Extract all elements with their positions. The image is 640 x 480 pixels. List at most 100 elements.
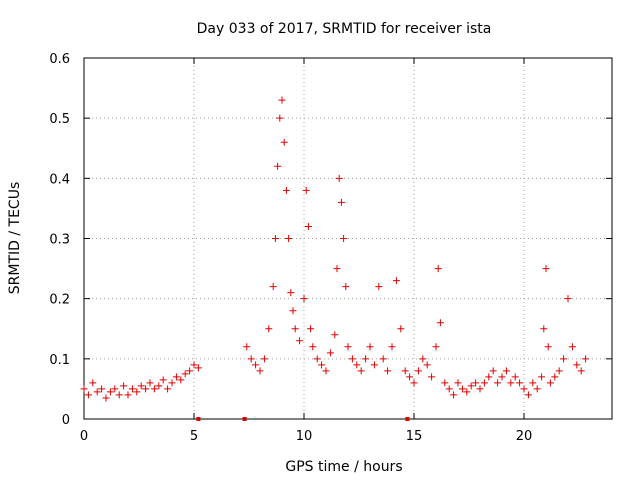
data-point bbox=[300, 295, 308, 303]
data-point bbox=[450, 391, 458, 399]
data-point bbox=[498, 373, 506, 381]
data-point bbox=[582, 355, 590, 363]
data-point bbox=[102, 394, 110, 402]
data-point bbox=[542, 265, 550, 273]
data-point bbox=[89, 379, 97, 387]
data-point bbox=[454, 379, 462, 387]
data-point bbox=[577, 367, 585, 375]
data-point bbox=[366, 343, 374, 351]
y-axis-title: SRMTID / TECUs bbox=[7, 182, 23, 295]
gap-marker bbox=[196, 417, 201, 421]
data-point bbox=[181, 370, 189, 378]
data-point bbox=[436, 319, 444, 327]
x-tick-label: 5 bbox=[190, 429, 198, 444]
data-point bbox=[414, 367, 422, 375]
data-point bbox=[357, 367, 365, 375]
data-point bbox=[331, 331, 339, 339]
data-point bbox=[388, 343, 396, 351]
data-point bbox=[445, 385, 453, 393]
data-point bbox=[120, 382, 128, 390]
data-point bbox=[555, 367, 563, 375]
data-point bbox=[172, 373, 180, 381]
data-point bbox=[337, 198, 345, 206]
data-point bbox=[159, 376, 167, 384]
data-point bbox=[146, 379, 154, 387]
data-point bbox=[520, 385, 528, 393]
data-point bbox=[485, 373, 493, 381]
data-point bbox=[560, 355, 568, 363]
data-point bbox=[423, 361, 431, 369]
x-tick-label: 20 bbox=[516, 429, 533, 444]
data-point bbox=[406, 373, 414, 381]
data-point bbox=[524, 391, 532, 399]
data-point bbox=[511, 373, 519, 381]
data-point bbox=[307, 325, 315, 333]
data-point bbox=[289, 307, 297, 315]
data-point bbox=[568, 343, 576, 351]
data-point bbox=[98, 385, 106, 393]
data-point bbox=[296, 337, 304, 345]
data-point bbox=[252, 361, 260, 369]
data-point bbox=[265, 325, 273, 333]
data-point bbox=[397, 325, 405, 333]
data-point bbox=[379, 355, 387, 363]
data-point bbox=[177, 376, 185, 384]
data-point bbox=[168, 379, 176, 387]
data-point bbox=[155, 382, 163, 390]
y-tick-label: 0.3 bbox=[49, 233, 70, 248]
y-tick-label: 0 bbox=[62, 413, 70, 428]
y-tick-label: 0.2 bbox=[49, 293, 70, 308]
data-point bbox=[342, 283, 350, 291]
data-point bbox=[318, 361, 326, 369]
data-point bbox=[340, 235, 348, 242]
data-point bbox=[463, 388, 471, 396]
data-point bbox=[348, 355, 356, 363]
x-tick-label: 0 bbox=[80, 429, 88, 444]
x-axis-title: GPS time / hours bbox=[285, 459, 402, 475]
data-point bbox=[370, 361, 378, 369]
data-point bbox=[313, 355, 321, 363]
data-point bbox=[353, 361, 361, 369]
data-point bbox=[410, 379, 418, 387]
data-point bbox=[142, 385, 150, 393]
data-point bbox=[302, 186, 310, 194]
data-point bbox=[434, 265, 442, 273]
data-point bbox=[489, 367, 497, 375]
data-point bbox=[291, 325, 299, 333]
data-point bbox=[280, 138, 288, 146]
data-point bbox=[80, 385, 88, 393]
data-point bbox=[476, 385, 484, 393]
data-point bbox=[533, 385, 541, 393]
data-point bbox=[256, 367, 264, 375]
chart-title: Day 033 of 2017, SRMTID for receiver ist… bbox=[197, 21, 492, 37]
data-point bbox=[304, 222, 312, 230]
data-point bbox=[309, 343, 317, 351]
data-point bbox=[401, 367, 409, 375]
data-point bbox=[529, 379, 537, 387]
data-point bbox=[480, 379, 488, 387]
y-tick-label: 0.4 bbox=[49, 172, 70, 187]
data-point bbox=[243, 343, 251, 351]
data-gap-markers bbox=[196, 417, 410, 421]
gap-marker bbox=[242, 417, 247, 421]
data-point bbox=[164, 385, 172, 393]
data-point bbox=[285, 235, 293, 242]
data-point bbox=[419, 355, 427, 363]
y-tick-label: 0.6 bbox=[49, 52, 70, 67]
data-point bbox=[278, 96, 286, 104]
data-point bbox=[93, 388, 101, 396]
x-tick-label: 10 bbox=[296, 429, 313, 444]
data-point bbox=[494, 379, 502, 387]
data-point bbox=[111, 385, 119, 393]
data-point bbox=[269, 283, 277, 291]
data-point bbox=[326, 349, 334, 357]
grid bbox=[84, 58, 612, 419]
data-point bbox=[186, 367, 194, 375]
data-point bbox=[84, 391, 92, 399]
x-axis-ticks: 0 5 10 15 20 bbox=[80, 58, 532, 444]
data-point bbox=[194, 364, 202, 372]
data-point bbox=[335, 174, 343, 182]
data-point bbox=[137, 382, 145, 390]
